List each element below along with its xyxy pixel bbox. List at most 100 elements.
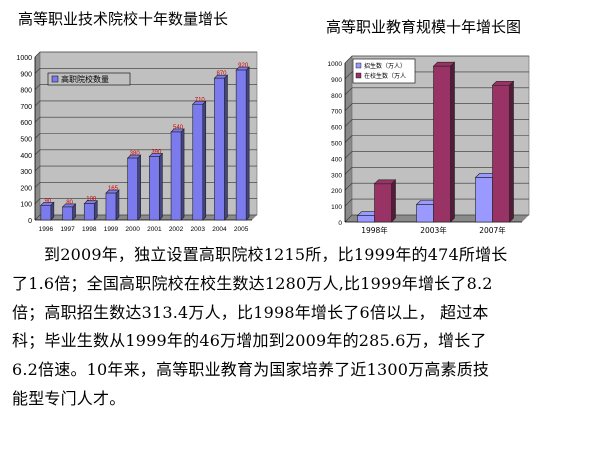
- chart2-ytick-label: 900: [331, 77, 342, 84]
- chart1-ytick-label: 100: [20, 202, 32, 209]
- chart1-xtick-label: 1997: [60, 226, 75, 233]
- chart1-data-label: 90: [45, 198, 52, 204]
- chart1-ytick-label: 200: [20, 185, 32, 192]
- chart2-ytick-label: 300: [331, 172, 342, 179]
- chart2-xtick-label: 2003年: [420, 225, 447, 235]
- chart2-gridline-diag: [344, 55, 353, 64]
- chart2-gridline-diag: [344, 214, 353, 223]
- chart1-ytick-label: 400: [20, 153, 32, 160]
- chart1-data-label: 100: [86, 197, 97, 203]
- chart1-data-label: 920: [238, 63, 249, 69]
- chart2-gridline-diag: [344, 182, 353, 191]
- chart1-bar: [40, 205, 52, 221]
- chart2-xtick-label: 2007年: [479, 225, 506, 235]
- chart1-bar: [105, 192, 117, 221]
- chart1-bar-side: [245, 66, 250, 221]
- chart2-bar-series2-side: [391, 179, 396, 223]
- chart2-ytick-label: 500: [331, 141, 342, 148]
- chart2-bar-series1: [475, 177, 493, 223]
- paragraph-line-3: 倍；高职招生数达313.4万人，比1998年增长了6倍以上， 超过本: [12, 302, 489, 322]
- chart2-title: 高等职业教育规模十年增长图: [326, 18, 522, 36]
- chart1-gridline-diag: [34, 100, 41, 107]
- chart1-data-label: 540: [173, 125, 184, 131]
- chart2-gridline-diag: [344, 103, 353, 111]
- chart2-legend-swatch: [355, 72, 362, 79]
- chart2-ytick-label: 600: [331, 125, 342, 132]
- chart2-gridline-diag: [344, 135, 353, 143]
- body-paragraph: 到2009年，独立设置高职院校1215所，比1999年的474所增长了1.6倍；…: [12, 241, 592, 414]
- chart2-ytick-label: 400: [331, 156, 342, 163]
- chart2-bar-series2-side: [509, 80, 514, 223]
- chart2-ytick-label: 700: [331, 109, 342, 116]
- chart1-data-label: 380: [130, 151, 141, 157]
- chart1-bar: [83, 203, 95, 221]
- chart1-ytick-label: 600: [20, 120, 32, 127]
- chart1-ytick-label: 500: [20, 137, 32, 144]
- chart1-title: 高等职业技术院校十年数量增长: [18, 10, 229, 28]
- paragraph-line-2: 了1.6倍；全国高职院校在校生数达1280万人,比1999年增长了8.2: [12, 273, 493, 293]
- chart1-gridline-diag: [34, 84, 41, 90]
- chart2-legend-label: 招生数（万人）: [364, 62, 406, 70]
- chart1-gridline-diag: [34, 51, 41, 58]
- chart2-gridline-diag: [344, 119, 353, 127]
- chart1-xtick-label: 2001: [147, 226, 162, 233]
- chart1-bar-side: [115, 189, 120, 221]
- chart2-gridline-diag: [344, 167, 353, 175]
- chart2-bar-series2: [433, 65, 451, 223]
- paragraph-line-6: 能型专门人才。: [12, 388, 126, 408]
- chart1-bar-side: [159, 152, 163, 221]
- chart1-legend-swatch: [51, 75, 59, 83]
- chart1-bar: [214, 77, 225, 221]
- chart2-bar-series2: [374, 183, 392, 223]
- chart2-gridline-diag: [344, 198, 353, 207]
- chart1-ytick-label: 1000: [16, 55, 32, 62]
- chart2-legend-box: [352, 58, 416, 84]
- chart1-ytick-label: 800: [20, 88, 32, 95]
- chart2-ytick-label: 0: [338, 220, 342, 227]
- chart1-ytick-label: 700: [20, 104, 32, 111]
- chart1-xtick-label: 2003: [191, 226, 206, 233]
- chart1-ytick-label: 900: [20, 71, 32, 78]
- chart2-xtick-label: 1998年: [361, 225, 388, 235]
- chart2-gridline-diag: [344, 151, 353, 159]
- chart2-legend-swatch: [355, 62, 362, 69]
- chart1-data-label: 165: [108, 186, 119, 192]
- chart1-gridline-diag: [34, 68, 41, 74]
- paragraph-line-1: 到2009年，独立设置高职院校1215所，比1999年的474所增长: [44, 245, 508, 264]
- chart1-data-label: 870: [216, 71, 227, 77]
- chart1-xtick-label: 1999: [104, 226, 119, 233]
- chart1-bar: [149, 156, 160, 221]
- chart2-legend-label: 在校生数（万人: [364, 72, 406, 80]
- chart1-data-label: 80: [66, 200, 73, 206]
- chart1-xtick-label: 2002: [169, 226, 184, 233]
- paragraph-line-4: 科；毕业生数从1999年的46万增加到2009年的285.6万，增长了: [12, 331, 487, 351]
- chart1-ytick-label: 0: [28, 218, 32, 225]
- chart1-xtick-label: 2005: [234, 226, 249, 233]
- chart1-data-label: 390: [151, 149, 162, 155]
- chart1-gridline-diag: [34, 149, 41, 156]
- chart2-bar-series1: [416, 204, 434, 223]
- chart1-bar-side: [202, 100, 207, 221]
- chart1-gridline-diag: [34, 214, 41, 221]
- chart1-legend-label: 高职院校数量: [61, 74, 109, 84]
- chart1-xtick-label: 1996: [39, 226, 54, 233]
- chart1-xtick-label: 2004: [212, 226, 227, 233]
- chart1-bar: [127, 157, 138, 221]
- chart1-bar-side: [224, 74, 228, 221]
- chart1-bar: [62, 206, 73, 221]
- chart2-ytick-label: 100: [331, 204, 342, 211]
- chart2-bar-series1: [357, 215, 375, 223]
- chart1-xtick-label: 2000: [125, 226, 140, 233]
- chart2-bar-series2-top: [432, 61, 456, 67]
- chart2-gridline-diag: [344, 87, 353, 96]
- chart2-bar-series2: [492, 84, 510, 223]
- chart1-gridline-diag: [34, 133, 41, 139]
- chart2-bar-series2-top: [491, 80, 515, 86]
- chart1-ytick-label: 300: [20, 169, 32, 176]
- chart2-ytick-label: 200: [331, 188, 342, 195]
- chart2-bar-series2-top: [373, 179, 397, 185]
- chart1-bar-side: [137, 154, 141, 221]
- chart1-gridline-diag: [34, 182, 41, 188]
- chart1-data-label: 710: [195, 97, 206, 103]
